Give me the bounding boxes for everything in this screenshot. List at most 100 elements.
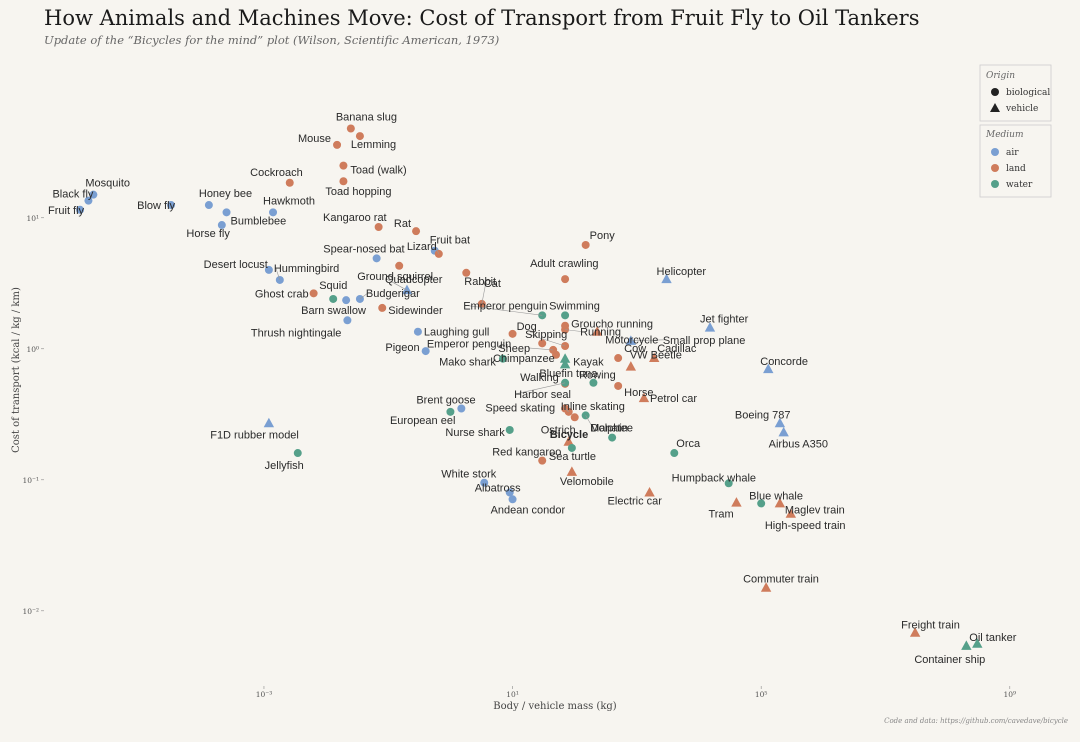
point-motorcycle xyxy=(592,326,603,336)
label-concorde: Concorde xyxy=(760,356,808,368)
point-jet-fighter xyxy=(704,322,716,332)
label-rabbit: Rabbit xyxy=(464,276,496,288)
legend-air-marker xyxy=(991,148,999,156)
leader-dolphin xyxy=(585,415,593,428)
leader-skipping xyxy=(527,333,566,347)
leader-running xyxy=(565,329,583,332)
label-honey-bee: Honey bee xyxy=(199,188,252,200)
label-commuter-train: Commuter train xyxy=(743,574,819,586)
legend-biological-marker xyxy=(991,88,999,96)
label-fruit-bat: Fruit bat xyxy=(430,235,470,247)
label-vw-beetle: VW Beetle xyxy=(630,350,682,362)
leader-lizard xyxy=(434,245,440,255)
point-brent-goose xyxy=(457,404,466,413)
label-cockroach: Cockroach xyxy=(250,167,303,179)
label-tram: Tram xyxy=(708,509,733,521)
label-humpback-whale: Humpback whale xyxy=(672,472,756,484)
point-nurse-shark xyxy=(505,425,514,434)
point-kangaroo-rat xyxy=(374,223,383,232)
legend-vehicle-label: vehicle xyxy=(1005,104,1038,114)
point-f1d-rubber-model xyxy=(263,417,275,428)
axis-ticks: 10⁻³ 10¹ 10⁵ 10⁹ 10¹ 10⁰ 10⁻¹ 10⁻² xyxy=(22,214,1016,699)
point-rat xyxy=(412,227,421,236)
point-ground-squirrel xyxy=(395,261,404,270)
x-tick-label: 10⁵ xyxy=(755,690,768,699)
x-axis-label: Body / vehicle mass (kg) xyxy=(493,701,616,712)
x-tick-label: 10⁹ xyxy=(1004,690,1017,699)
point-mosquito xyxy=(89,190,98,199)
legend-air-label: air xyxy=(1006,148,1019,158)
label-motorcycle: Motorcycle xyxy=(605,335,658,347)
point-petrol-car xyxy=(638,392,650,403)
point-concorde xyxy=(763,363,774,374)
leader-emperor-penguin xyxy=(465,305,543,316)
leader-quadcopter xyxy=(386,278,408,291)
point-blow-fly xyxy=(167,201,176,210)
point-helicopter xyxy=(661,273,672,284)
data-points xyxy=(76,124,983,650)
label-cow: Cow xyxy=(624,343,646,355)
point-banana-slug xyxy=(346,124,355,133)
chart-title: How Animals and Machines Move: Cost of T… xyxy=(44,6,920,30)
point-high-speed-train xyxy=(785,508,797,518)
point-velomobile xyxy=(566,466,578,476)
legend-origin-box xyxy=(979,64,1052,122)
legend-medium-title: Medium xyxy=(985,130,1024,140)
label-electric-car: Electric car xyxy=(608,495,663,507)
label-sea-turtle: Sea turtle xyxy=(549,451,596,463)
label-ghost-crab: Ghost crab xyxy=(255,288,309,300)
label-running: Running xyxy=(580,327,621,339)
label-desert-locust: Desert locust xyxy=(204,259,268,271)
point-electric-car xyxy=(644,486,655,497)
label-jet-fighter: Jet fighter xyxy=(700,314,749,326)
label-bicycle: Bicycle xyxy=(550,429,589,441)
label-swimming: Swimming xyxy=(549,300,600,312)
point-tram xyxy=(731,497,742,507)
label-sidewinder: Sidewinder xyxy=(388,305,443,317)
point-sidewinder xyxy=(378,303,387,312)
y-axis-label: Cost of transport (kcal / kg / km) xyxy=(11,287,22,453)
point-commuter-train xyxy=(760,582,772,592)
point-pony xyxy=(581,240,590,249)
point-adult-crawling xyxy=(561,275,570,284)
label-lizard: Lizard xyxy=(407,241,437,253)
label-oil-tanker: Oil tanker xyxy=(969,632,1016,644)
point-thrush-nightingale xyxy=(343,316,352,325)
chart-subtitle: Update of the “Bicycles for the mind” pl… xyxy=(44,33,500,47)
label-boeing-787: Boeing 787 xyxy=(735,409,791,421)
point-red-kangaroo xyxy=(538,456,547,465)
point-barn-swallow xyxy=(342,296,351,305)
label-fruit-fly: Fruit fly xyxy=(48,205,85,217)
point-airbus-a350 xyxy=(778,426,789,437)
label-kangaroo-rat: Kangaroo rat xyxy=(323,212,387,224)
point-oil-tanker xyxy=(972,638,983,648)
label-hummingbird: Hummingbird xyxy=(274,263,339,275)
point-lemming xyxy=(355,132,364,141)
label-albatross: Albatross xyxy=(475,482,521,494)
leader-budgerigar xyxy=(359,292,369,300)
label-hawkmoth: Hawkmoth xyxy=(263,195,315,207)
label-banana-slug: Banana slug xyxy=(336,112,397,124)
credit-note: Code and data: https://github.com/caveda… xyxy=(884,717,1068,725)
point-jellyfish xyxy=(293,449,302,458)
x-tick-label: 10⁻³ xyxy=(256,690,273,699)
point-toad-walk xyxy=(339,161,348,170)
label-toad-hopping: Toad hopping xyxy=(325,186,391,198)
label-nurse-shark: Nurse shark xyxy=(445,427,505,439)
point-spear-nosed-bat xyxy=(372,254,381,263)
point-mako-shark xyxy=(498,354,507,363)
label-cat: Cat xyxy=(484,278,501,290)
leader-sheep xyxy=(528,347,554,351)
label-airbus-a350: Airbus A350 xyxy=(769,438,828,450)
label-squid: Squid xyxy=(319,280,347,292)
label-adult-crawling: Adult crawling xyxy=(530,258,598,270)
legend-water-marker xyxy=(991,180,999,188)
point-mouse xyxy=(333,140,342,149)
label-toad-walk: Toad (walk) xyxy=(350,165,406,177)
point-vw-beetle xyxy=(625,361,637,371)
point-cow xyxy=(614,354,623,363)
label-mouse: Mouse xyxy=(298,133,331,145)
point-black-fly xyxy=(84,196,93,205)
